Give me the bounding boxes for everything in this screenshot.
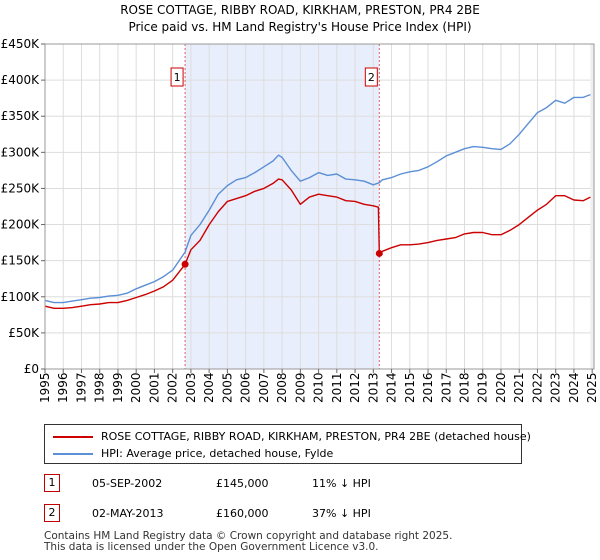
- x-tick-label: 1998: [93, 372, 107, 403]
- y-tick-label: £300K: [1, 145, 41, 159]
- chart-title: ROSE COTTAGE, RIBBY ROAD, KIRKHAM, PREST…: [120, 3, 480, 17]
- x-tick-label: 2009: [293, 372, 307, 403]
- x-tick-label: 2016: [421, 372, 435, 403]
- x-tick-label: 2001: [147, 372, 161, 403]
- y-tick-label: £400K: [1, 73, 41, 87]
- x-tick-label: 2011: [330, 372, 344, 403]
- series-line-property: [44, 178, 591, 309]
- transaction-hpi-diff: 11% ↓ HPI: [312, 477, 371, 490]
- x-tick-label: 2012: [348, 372, 362, 403]
- legend-label-property: ROSE COTTAGE, RIBBY ROAD, KIRKHAM, PREST…: [101, 430, 531, 443]
- y-tick-label: £100K: [1, 290, 41, 304]
- footer: Contains HM Land Registry data © Crown c…: [44, 531, 452, 553]
- legend-swatch-property: [53, 436, 93, 438]
- x-tick-label: 2004: [202, 372, 216, 403]
- chart-subtitle: Price paid vs. HM Land Registry's House …: [128, 20, 471, 34]
- y-tick-label: £250K: [1, 181, 41, 195]
- x-tick-label: 2015: [403, 372, 417, 403]
- x-tick-label: 2019: [476, 372, 490, 403]
- transaction-hpi-diff: 37% ↓ HPI: [312, 507, 371, 520]
- x-tick-label: 2000: [129, 372, 143, 403]
- x-tick-label: 2024: [567, 372, 581, 403]
- x-tick-label: 2017: [439, 372, 453, 403]
- x-tick-label: 1996: [56, 372, 70, 403]
- sale-point: [375, 249, 383, 257]
- series-line-hpi: [44, 93, 591, 304]
- sale-point: [181, 260, 189, 268]
- transaction-number: 1: [44, 474, 60, 492]
- x-tick-label: 1997: [74, 372, 88, 403]
- x-tick-label: 2022: [530, 372, 544, 403]
- y-tick-label: £350K: [1, 109, 41, 123]
- transaction-number: 2: [44, 504, 60, 522]
- sale-marker-label: 1: [174, 71, 181, 84]
- transaction-price: £160,000: [216, 507, 269, 520]
- legend-swatch-hpi: [53, 453, 93, 455]
- footer-copyright: Contains HM Land Registry data © Crown c…: [44, 530, 453, 542]
- x-tick-label: 2010: [312, 372, 326, 403]
- y-tick-label: £200K: [1, 218, 41, 232]
- x-tick-label: 2003: [184, 372, 198, 403]
- x-tick-label: 1999: [111, 372, 125, 403]
- transaction-date: 05-SEP-2002: [92, 477, 163, 490]
- future-hatch-area: [590, 44, 594, 369]
- x-tick-label: 2018: [458, 372, 472, 403]
- y-tick-label: £0: [24, 362, 39, 376]
- x-tick-label: 1995: [38, 372, 52, 403]
- sale-marker-box: [170, 67, 184, 87]
- x-tick-label: 2020: [494, 372, 508, 403]
- x-tick-label: 2007: [257, 372, 271, 403]
- y-tick-label: £50K: [8, 326, 40, 340]
- transaction-price: £145,000: [216, 477, 269, 490]
- legend-label-hpi: HPI: Average price, detached house, Fyld…: [101, 447, 334, 460]
- x-tick-label: 2014: [385, 372, 399, 403]
- x-tick-label: 2008: [275, 372, 289, 403]
- x-tick-label: 2002: [166, 372, 180, 403]
- sale-marker-box: [364, 67, 378, 87]
- footer-licence: This data is licensed under the Open Gov…: [44, 541, 379, 553]
- x-tick-label: 2025: [585, 372, 599, 403]
- plot-frame: [44, 43, 595, 370]
- y-tick-label: £150K: [1, 254, 41, 268]
- x-tick-label: 2021: [512, 372, 526, 403]
- x-tick-label: 2005: [220, 372, 234, 403]
- x-tick-label: 2006: [239, 372, 253, 403]
- legend: ROSE COTTAGE, RIBBY ROAD, KIRKHAM, PREST…: [44, 424, 531, 464]
- y-tick-label: £450K: [1, 37, 41, 51]
- x-tick-label: 2013: [366, 372, 380, 403]
- price-chart: ROSE COTTAGE, RIBBY ROAD, KIRKHAM, PREST…: [1, 3, 600, 403]
- transaction-date: 02-MAY-2013: [92, 507, 164, 520]
- x-tick-label: 2023: [549, 372, 563, 403]
- sale-marker-label: 2: [368, 71, 375, 84]
